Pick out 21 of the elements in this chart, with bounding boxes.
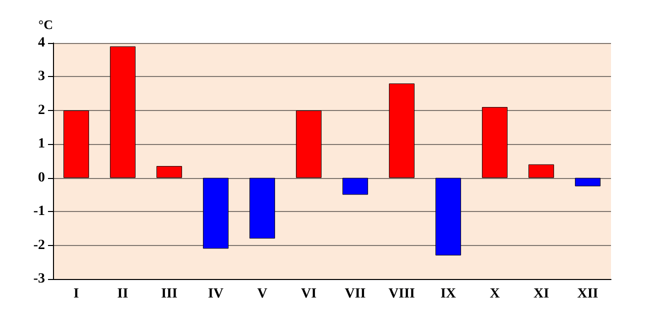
x-tick-label: IX: [440, 286, 456, 302]
y-axis-title: °C: [38, 17, 53, 32]
x-tick-label: VIII: [388, 286, 415, 302]
x-tick-label: X: [490, 286, 500, 302]
x-tick-label: XI: [533, 286, 550, 302]
y-tick-label: 2: [38, 102, 45, 118]
x-tick-label: V: [257, 286, 268, 302]
x-tick-label: I: [74, 286, 79, 302]
y-tick-label: 0: [38, 170, 45, 186]
y-tick-label: -3: [33, 272, 45, 286]
y-tick-label: -1: [33, 204, 45, 220]
y-tick-label: 1: [38, 136, 45, 152]
x-tick-label: II: [117, 286, 128, 302]
y-tick-label: -2: [33, 238, 45, 253]
x-tick-label: VII: [344, 286, 366, 302]
y-tick-label: 4: [38, 36, 45, 50]
x-tick-label: XII: [577, 286, 598, 302]
y-tick-label: 3: [38, 69, 45, 84]
x-tick-label: VI: [300, 286, 317, 302]
x-tick-label: IV: [208, 286, 224, 302]
x-tick-label: III: [161, 286, 178, 302]
